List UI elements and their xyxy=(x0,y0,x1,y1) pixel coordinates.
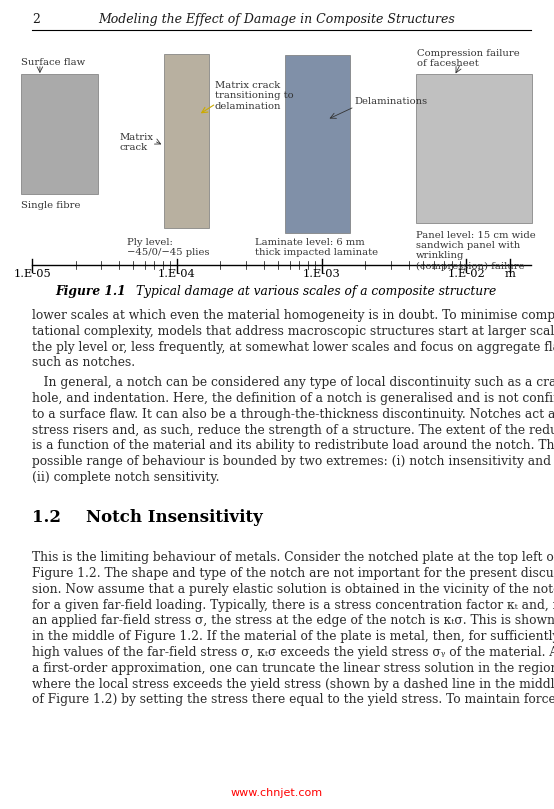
Text: Laminate level: 6 mm
thick impacted laminate: Laminate level: 6 mm thick impacted lami… xyxy=(255,238,378,257)
Text: Figure 1.1: Figure 1.1 xyxy=(55,285,126,298)
Text: Delaminations: Delaminations xyxy=(355,97,428,106)
Text: where the local stress exceeds the yield stress (shown by a dashed line in the m: where the local stress exceeds the yield… xyxy=(32,677,554,691)
Text: for a given far-field loading. Typically, there is a stress concentration factor: for a given far-field loading. Typically… xyxy=(32,599,554,612)
Text: tational complexity, models that address macroscopic structures start at larger : tational complexity, models that address… xyxy=(32,324,554,338)
Text: 1.2: 1.2 xyxy=(32,510,61,527)
Text: is a function of the material and its ability to redistribute load around the no: is a function of the material and its ab… xyxy=(32,439,554,452)
Text: stress risers and, as such, reduce the strength of a structure. The extent of th: stress risers and, as such, reduce the s… xyxy=(32,423,554,437)
Text: sion. Now assume that a purely elastic solution is obtained in the vicinity of t: sion. Now assume that a purely elastic s… xyxy=(32,582,554,596)
Text: the ply level or, less frequently, at somewhat lower scales and focus on aggrega: the ply level or, less frequently, at so… xyxy=(32,341,554,354)
Text: lower scales at which even the material homogeneity is in doubt. To minimise com: lower scales at which even the material … xyxy=(32,309,554,322)
Text: in the middle of Figure 1.2. If the material of the plate is metal, then, for su: in the middle of Figure 1.2. If the mate… xyxy=(32,630,554,643)
Text: Modeling the Effect of Damage in Composite Structures: Modeling the Effect of Damage in Composi… xyxy=(99,13,455,26)
Text: m: m xyxy=(504,269,515,279)
Text: of Figure 1.2) by setting the stress there equal to the yield stress. To maintai: of Figure 1.2) by setting the stress the… xyxy=(32,693,554,706)
Text: hole, and indentation. Here, the definition of a notch is generalised and is not: hole, and indentation. Here, the definit… xyxy=(32,392,554,405)
Bar xyxy=(416,74,532,223)
Text: Matrix crack
transitioning to
delamination: Matrix crack transitioning to delaminati… xyxy=(215,81,294,111)
Text: to a surface flaw. It can also be a through-the-thickness discontinuity. Notches: to a surface flaw. It can also be a thro… xyxy=(32,408,554,421)
Bar xyxy=(164,54,209,228)
Text: such as notches.: such as notches. xyxy=(32,356,135,370)
Text: 1.E-04: 1.E-04 xyxy=(158,269,196,279)
Text: This is the limiting behaviour of metals. Consider the notched plate at the top : This is the limiting behaviour of metals… xyxy=(32,552,554,565)
Text: 2: 2 xyxy=(32,13,40,26)
Text: Typical damage at various scales of a composite structure: Typical damage at various scales of a co… xyxy=(136,285,496,298)
Text: Ply level:
−45/0/−45 plies: Ply level: −45/0/−45 plies xyxy=(127,238,210,257)
Text: www.chnjet.com: www.chnjet.com xyxy=(231,789,323,798)
Text: Notch Insensitivity: Notch Insensitivity xyxy=(86,510,263,527)
Text: 1.E-02: 1.E-02 xyxy=(448,269,485,279)
Text: In general, a notch can be considered any type of local discontinuity such as a : In general, a notch can be considered an… xyxy=(32,376,554,389)
Text: Panel level: 15 cm wide
sandwich panel with
wrinkling
(compression) failure: Panel level: 15 cm wide sandwich panel w… xyxy=(416,231,535,271)
Text: a first-order approximation, one can truncate the linear stress solution in the : a first-order approximation, one can tru… xyxy=(32,662,554,675)
Text: Matrix
crack: Matrix crack xyxy=(120,133,153,152)
Text: Single fibre: Single fibre xyxy=(21,201,80,210)
Text: high values of the far-field stress σ, κₜσ exceeds the yield stress σᵧ of the ma: high values of the far-field stress σ, κ… xyxy=(32,646,554,659)
Text: an applied far-field stress σ, the stress at the edge of the notch is κₜσ. This : an applied far-field stress σ, the stres… xyxy=(32,615,554,628)
Text: 1.E-03: 1.E-03 xyxy=(303,269,341,279)
Text: Compression failure
of facesheet: Compression failure of facesheet xyxy=(417,49,519,68)
Text: Surface flaw: Surface flaw xyxy=(21,58,85,67)
Text: Figure 1.2. The shape and type of the notch are not important for the present di: Figure 1.2. The shape and type of the no… xyxy=(32,567,554,580)
Bar xyxy=(21,74,98,194)
Text: (ii) complete notch sensitivity.: (ii) complete notch sensitivity. xyxy=(32,471,219,484)
Bar xyxy=(285,55,350,233)
Text: 1.E-05: 1.E-05 xyxy=(13,269,51,279)
Text: possible range of behaviour is bounded by two extremes: (i) notch insensitivity : possible range of behaviour is bounded b… xyxy=(32,455,551,468)
